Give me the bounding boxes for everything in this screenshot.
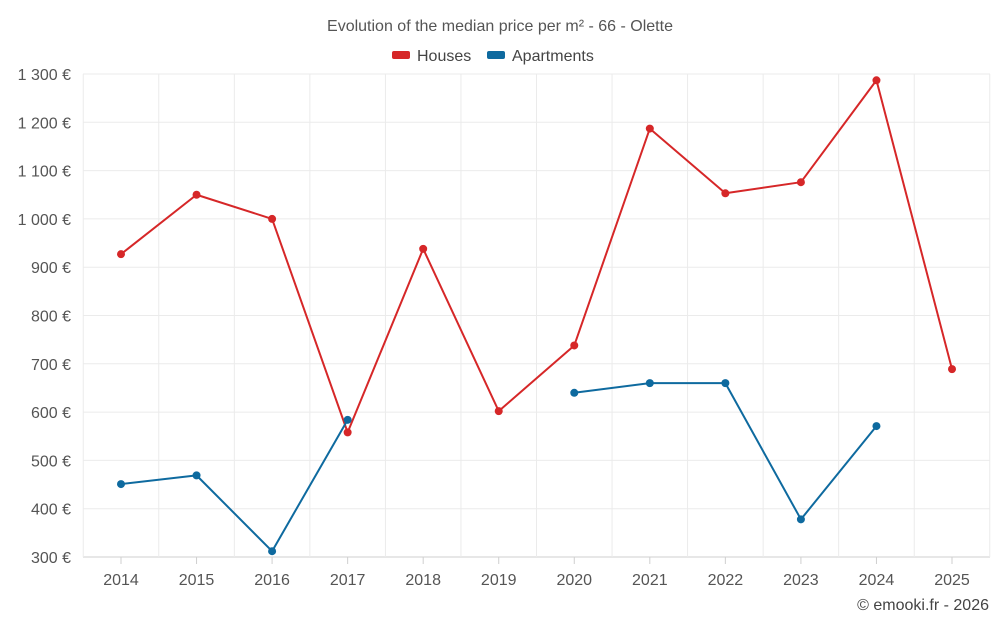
axes: 300 € 400 € 500 € 600 € 700 € 800 € 900 € 1 000… [18, 67, 970, 589]
legend-label: Houses [417, 48, 471, 65]
y-tick-label: 400 € [31, 502, 71, 519]
legend-item-apartments[interactable]: Apartments [487, 48, 594, 65]
x-tick-label: 2015 [179, 572, 215, 589]
credit-text: © emooki.fr - 2026 [857, 597, 989, 614]
data-point-apartments[interactable] [192, 471, 201, 480]
series-line-houses [120, 79, 953, 434]
legend-swatch [392, 51, 410, 59]
data-point-houses[interactable] [192, 190, 201, 199]
y-tick-label: 900 € [31, 260, 71, 277]
data-point-apartments[interactable] [645, 379, 654, 388]
legend-item-houses[interactable]: Houses [392, 48, 471, 65]
legend: Houses Apartments [392, 48, 594, 65]
y-tick-label: 1 300 € [18, 67, 71, 84]
series-line-apartments [574, 382, 878, 521]
data-point-apartments[interactable] [570, 388, 579, 397]
x-tick-label: 2014 [103, 572, 139, 589]
data-point-houses[interactable] [570, 341, 579, 350]
data-point-apartments[interactable] [117, 480, 125, 489]
x-tick-label: 2018 [405, 572, 441, 589]
y-tick-label: 300 € [31, 550, 71, 567]
legend-label: Apartments [512, 48, 594, 65]
y-tick-label: 1 000 € [18, 212, 71, 229]
y-tick-label: 500 € [31, 453, 71, 470]
data-point-apartments[interactable] [343, 415, 352, 424]
data-point-apartments[interactable] [268, 547, 277, 556]
y-tick-label: 1 100 € [18, 164, 71, 181]
series-layer [117, 76, 956, 556]
x-tick-label: 2020 [556, 572, 592, 589]
data-point-houses[interactable] [268, 214, 277, 223]
x-tick-label: 2019 [481, 572, 517, 589]
data-point-houses[interactable] [948, 365, 956, 374]
data-point-houses[interactable] [117, 250, 125, 259]
series-apartments [117, 379, 881, 556]
data-point-houses[interactable] [721, 189, 730, 198]
grid [82, 73, 991, 558]
y-tick-label: 1 200 € [18, 115, 71, 132]
series-houses [117, 76, 956, 437]
data-point-houses[interactable] [872, 76, 881, 85]
y-tick-label: 800 € [31, 309, 71, 326]
x-tick-label: 2016 [254, 572, 290, 589]
data-point-apartments[interactable] [796, 515, 805, 524]
x-tick-label: 2024 [859, 572, 895, 589]
data-point-houses[interactable] [494, 407, 503, 416]
data-point-apartments[interactable] [872, 422, 881, 431]
data-point-houses[interactable] [645, 124, 654, 133]
data-point-apartments[interactable] [721, 379, 730, 388]
y-tick-label: 700 € [31, 357, 71, 374]
x-tick-label: 2021 [632, 572, 668, 589]
series-line-apartments [120, 419, 349, 553]
legend-swatch [487, 51, 505, 59]
y-tick-label: 600 € [31, 405, 71, 422]
x-tick-label: 2025 [934, 572, 970, 589]
x-tick-label: 2023 [783, 572, 819, 589]
data-point-houses[interactable] [796, 178, 805, 187]
data-point-houses[interactable] [419, 244, 428, 253]
chart-title: Evolution of the median price per m² - 6… [327, 18, 673, 35]
data-point-houses[interactable] [343, 428, 352, 437]
x-tick-label: 2022 [708, 572, 744, 589]
x-tick-label: 2017 [330, 572, 366, 589]
